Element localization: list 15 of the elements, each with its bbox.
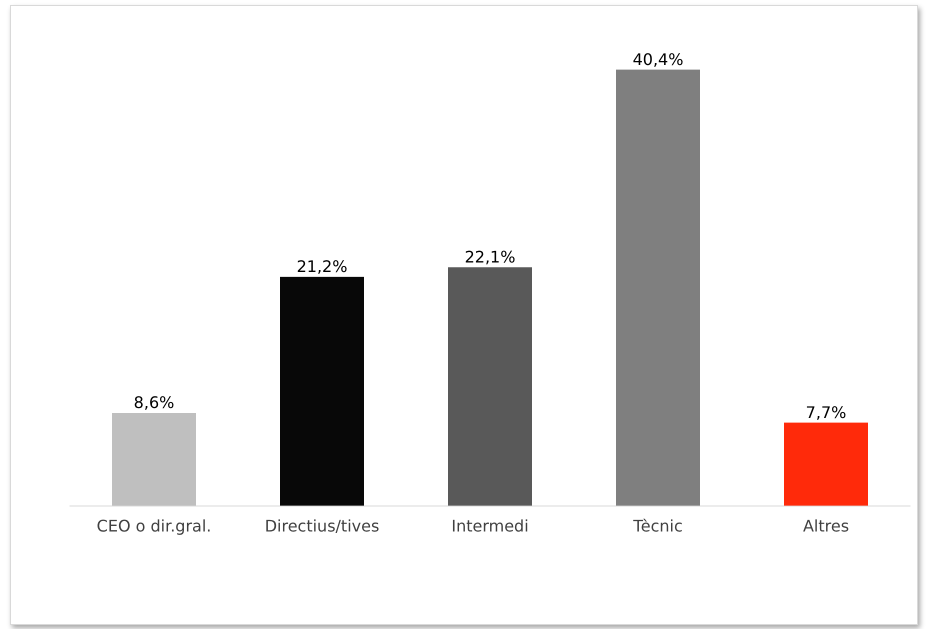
bar	[784, 422, 868, 506]
x-tick-label: Altres	[802, 516, 850, 536]
bar	[280, 276, 364, 506]
x-tick-label: Tècnic	[632, 516, 683, 536]
x-tick-label: Intermedi	[451, 516, 529, 536]
bar	[616, 70, 700, 506]
x-tick-label: CEO o dir.gral.	[96, 516, 212, 536]
x-tick-label: Directius/tives	[264, 516, 380, 536]
data-label: 22,1%	[464, 247, 516, 266]
data-label: 8,6%	[134, 393, 174, 412]
bar	[112, 412, 196, 506]
data-label: 40,4%	[632, 50, 684, 69]
data-label: 21,2%	[296, 257, 348, 276]
bar	[448, 267, 532, 506]
data-label: 7,7%	[806, 402, 846, 422]
